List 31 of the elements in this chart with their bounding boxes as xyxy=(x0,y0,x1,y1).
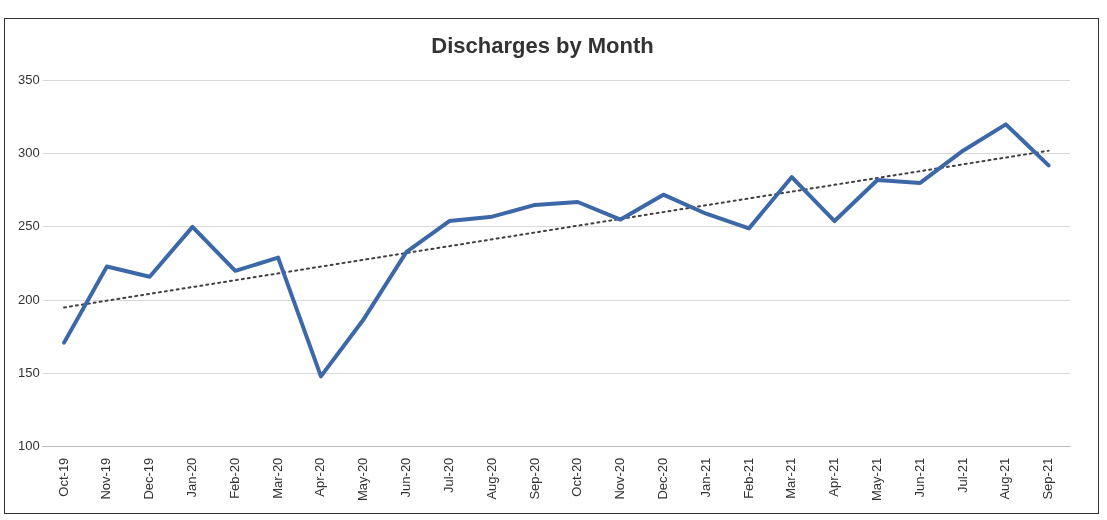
x-tick-label: Jun-21 xyxy=(911,457,927,498)
x-tick-label: Oct-20 xyxy=(569,457,585,497)
chart-title: Discharges by Month xyxy=(431,33,654,59)
x-tick-label: Sep-21 xyxy=(1040,457,1056,500)
x-tick-label: Feb-20 xyxy=(226,457,242,499)
x-tick-label: May-20 xyxy=(355,457,371,502)
x-tick-label: May-21 xyxy=(868,457,884,502)
x-tick-label: Sep-20 xyxy=(526,457,542,500)
y-tick-label: 350 xyxy=(17,71,40,87)
x-tick-label: Dec-20 xyxy=(654,457,670,500)
x-tick-label: Apr-21 xyxy=(826,457,842,497)
x-tick-label: Mar-21 xyxy=(783,457,799,499)
x-tick-label: Jun-20 xyxy=(398,457,414,498)
x-tick-label: Mar-20 xyxy=(269,457,285,499)
x-tick-label: Oct-19 xyxy=(55,457,71,497)
x-tick-label: Feb-21 xyxy=(740,457,756,499)
y-tick-label: 200 xyxy=(17,291,40,307)
y-tick-label: 250 xyxy=(17,218,40,234)
y-tick-label: 150 xyxy=(17,364,40,380)
x-tick-label: Jul-20 xyxy=(440,457,456,494)
x-tick-label: Nov-20 xyxy=(612,457,628,500)
x-tick-label: Aug-20 xyxy=(483,457,499,500)
x-tick-label: Jan-21 xyxy=(697,457,713,498)
y-tick-label: 100 xyxy=(17,438,40,454)
x-tick-label: Aug-21 xyxy=(997,457,1013,500)
x-tick-label: Dec-19 xyxy=(141,457,157,500)
x-tick-label: Jul-21 xyxy=(954,457,970,494)
x-tick-label: Jan-20 xyxy=(184,457,200,498)
x-tick-label: Nov-19 xyxy=(98,457,114,500)
y-tick-label: 300 xyxy=(17,145,40,161)
x-tick-label: Apr-20 xyxy=(312,457,328,497)
